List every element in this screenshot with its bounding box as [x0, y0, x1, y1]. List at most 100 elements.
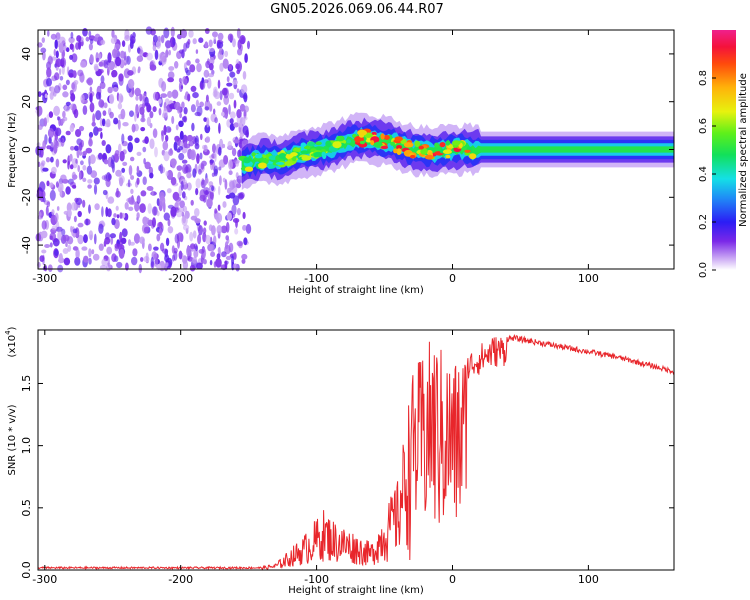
- noise-cell: [75, 197, 83, 205]
- noise-cell: [225, 235, 229, 241]
- noise-cell: [85, 218, 89, 226]
- noise-cell: [93, 126, 99, 136]
- top-y-axis-label: Frequency (Hz): [7, 112, 18, 188]
- noise-cell: [189, 64, 196, 73]
- hot-spot: [359, 140, 365, 145]
- noise-cell: [89, 86, 93, 93]
- noise-cell: [212, 143, 216, 154]
- noise-cell: [198, 37, 204, 43]
- noise-cell: [158, 52, 165, 63]
- noise-cell: [119, 212, 123, 219]
- noise-cell: [61, 118, 65, 124]
- noise-cell: [167, 226, 174, 234]
- noise-cell: [170, 206, 177, 217]
- noise-cell: [82, 165, 87, 171]
- noise-cell: [154, 49, 159, 60]
- noise-cell: [237, 48, 243, 56]
- noise-cell: [163, 151, 170, 162]
- noise-cell: [165, 134, 169, 142]
- noise-cell: [55, 50, 59, 59]
- noise-cell: [156, 233, 161, 242]
- noise-cell: [214, 117, 218, 124]
- noise-cell: [150, 256, 154, 268]
- noise-cell: [153, 246, 159, 251]
- hot-spot: [290, 152, 298, 157]
- noise-cell: [70, 31, 74, 39]
- noise-cell: [157, 35, 161, 43]
- noise-cell: [171, 89, 179, 99]
- noise-cell: [49, 242, 53, 248]
- hot-spot: [321, 151, 326, 157]
- noise-cell: [126, 55, 131, 65]
- noise-cell: [228, 242, 234, 253]
- noise-cell: [44, 244, 51, 248]
- noise-cell: [136, 55, 144, 62]
- noise-cell: [176, 200, 180, 206]
- noise-cell: [179, 130, 184, 140]
- noise-cell: [55, 58, 62, 68]
- noise-cell: [95, 91, 101, 100]
- noise-cell: [135, 104, 139, 115]
- noise-cell: [245, 130, 249, 138]
- noise-cell: [226, 187, 232, 194]
- noise-cell: [129, 241, 135, 246]
- noise-cell: [117, 119, 121, 130]
- hot-spot: [396, 145, 403, 150]
- colorbar: 0.0 0.2 0.4 0.6 0.8 Normalized spectral ampl…: [698, 30, 749, 278]
- noise-cell: [224, 50, 229, 58]
- noise-cell: [194, 208, 200, 217]
- noise-cell: [54, 212, 59, 223]
- noise-cell: [65, 79, 70, 86]
- snr-panel: -300 -200 -100 0 100 0.0 0.5 1.0 1.5 Height of …: [4, 326, 675, 596]
- noise-cell: [88, 138, 93, 147]
- x-tick-label: 0: [449, 272, 456, 285]
- colorbar-tick-label: 0.0: [698, 262, 709, 278]
- noise-cell: [149, 64, 157, 71]
- noise-cell: [206, 117, 210, 128]
- noise-cell: [41, 220, 47, 230]
- noise-cell: [183, 224, 190, 231]
- noise-cell: [107, 86, 113, 94]
- colorbar-tick-label: 0.6: [698, 118, 709, 134]
- hot-spot: [383, 135, 390, 140]
- noise-cell: [101, 206, 104, 218]
- noise-cell: [65, 47, 70, 53]
- noise-cell: [240, 36, 245, 45]
- x-tick-label: 100: [578, 272, 599, 285]
- noise-cell: [47, 30, 50, 37]
- noise-cell: [226, 212, 232, 221]
- hot-spot: [357, 129, 367, 136]
- noise-cell: [227, 140, 232, 149]
- noise-cell: [72, 70, 77, 79]
- noise-cell: [228, 170, 233, 176]
- x-tick-label: 100: [578, 573, 599, 586]
- noise-cell: [181, 191, 186, 199]
- noise-cell: [88, 248, 92, 258]
- noise-cell: [57, 116, 60, 121]
- noise-cell: [152, 217, 156, 228]
- noise-cell: [145, 252, 149, 261]
- noise-cell: [78, 171, 82, 181]
- noise-cell: [114, 150, 120, 157]
- noise-cell: [107, 52, 112, 63]
- y-tick-label: 0.0: [20, 561, 33, 579]
- noise-cell: [104, 122, 111, 128]
- noise-cell: [152, 91, 159, 101]
- noise-cell: [69, 124, 75, 133]
- noise-cell: [231, 148, 237, 157]
- noise-cell: [107, 208, 112, 218]
- noise-cell: [60, 174, 67, 182]
- figure-title: GN05.2026.069.06.44.R07: [270, 2, 444, 17]
- noise-cell: [78, 125, 85, 132]
- noise-cell: [49, 147, 54, 152]
- noise-cell: [118, 143, 122, 153]
- noise-cell: [46, 77, 52, 87]
- noise-cell: [209, 56, 215, 65]
- noise-cell: [162, 140, 169, 151]
- noise-cell: [127, 135, 133, 142]
- noise-cell: [118, 248, 125, 259]
- x-tick-label: -300: [32, 573, 57, 586]
- noise-cell: [242, 70, 247, 80]
- noise-cell: [121, 228, 128, 238]
